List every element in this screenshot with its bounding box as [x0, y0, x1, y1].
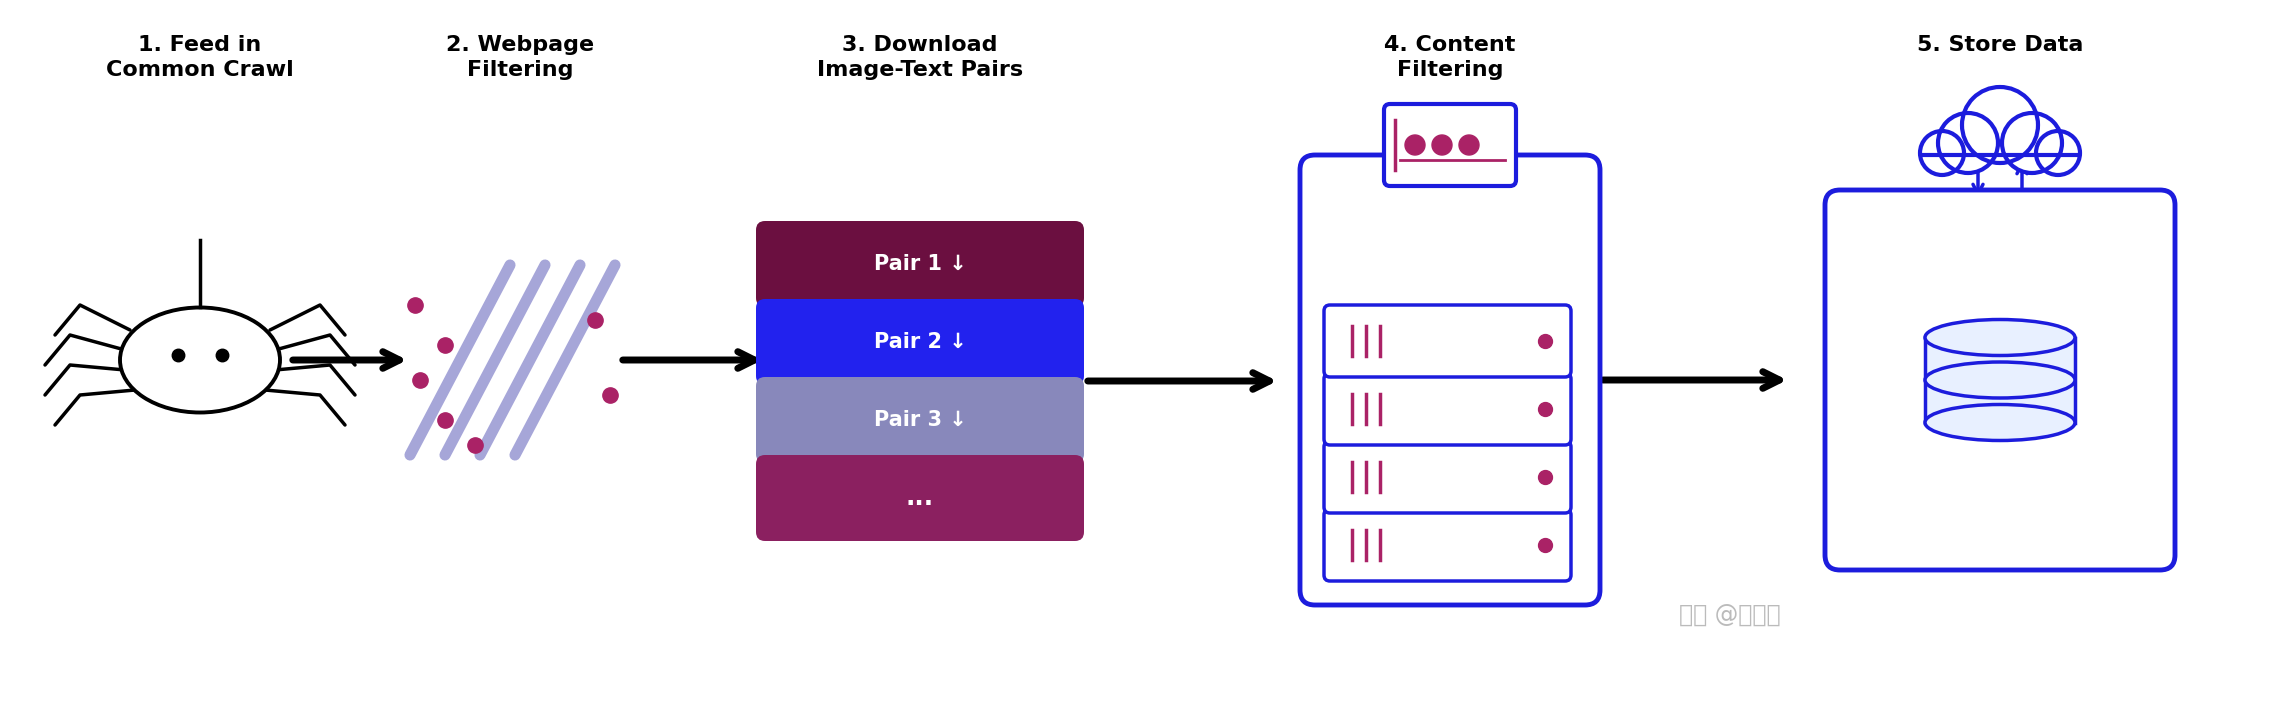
Text: 2. Webpage
Filtering: 2. Webpage Filtering	[447, 35, 594, 80]
Ellipse shape	[1925, 405, 2074, 441]
Circle shape	[1432, 135, 1453, 155]
Text: 1. Feed in
Common Crawl: 1. Feed in Common Crawl	[105, 35, 293, 80]
Circle shape	[1962, 87, 2038, 163]
FancyBboxPatch shape	[1824, 190, 2175, 570]
FancyBboxPatch shape	[1325, 305, 1570, 377]
Circle shape	[1460, 135, 1478, 155]
Ellipse shape	[1925, 362, 2074, 398]
Text: 5. Store Data: 5. Store Data	[1916, 35, 2083, 55]
FancyBboxPatch shape	[1325, 509, 1570, 581]
Circle shape	[2035, 131, 2081, 175]
FancyBboxPatch shape	[756, 377, 1084, 463]
Text: 知乎 @小小将: 知乎 @小小将	[1680, 603, 1781, 627]
Text: Pair 1 ↓: Pair 1 ↓	[873, 254, 967, 274]
Ellipse shape	[119, 307, 280, 413]
Circle shape	[1921, 131, 1964, 175]
Text: Pair 2 ↓: Pair 2 ↓	[873, 332, 967, 352]
Text: ...: ...	[905, 486, 935, 510]
Bar	[1921, 143, 2081, 168]
Circle shape	[1939, 113, 1999, 173]
FancyBboxPatch shape	[1384, 104, 1515, 186]
FancyBboxPatch shape	[1325, 373, 1570, 445]
FancyBboxPatch shape	[1325, 441, 1570, 513]
Bar	[1925, 338, 2074, 423]
FancyBboxPatch shape	[1300, 155, 1600, 605]
Ellipse shape	[1925, 320, 2074, 356]
FancyBboxPatch shape	[756, 221, 1084, 307]
Text: 3. Download
Image-Text Pairs: 3. Download Image-Text Pairs	[816, 35, 1022, 80]
FancyBboxPatch shape	[756, 299, 1084, 385]
Circle shape	[2001, 113, 2063, 173]
Text: Pair 3 ↓: Pair 3 ↓	[873, 410, 967, 430]
Text: 4. Content
Filtering: 4. Content Filtering	[1384, 35, 1515, 80]
FancyBboxPatch shape	[756, 455, 1084, 541]
Circle shape	[1405, 135, 1426, 155]
